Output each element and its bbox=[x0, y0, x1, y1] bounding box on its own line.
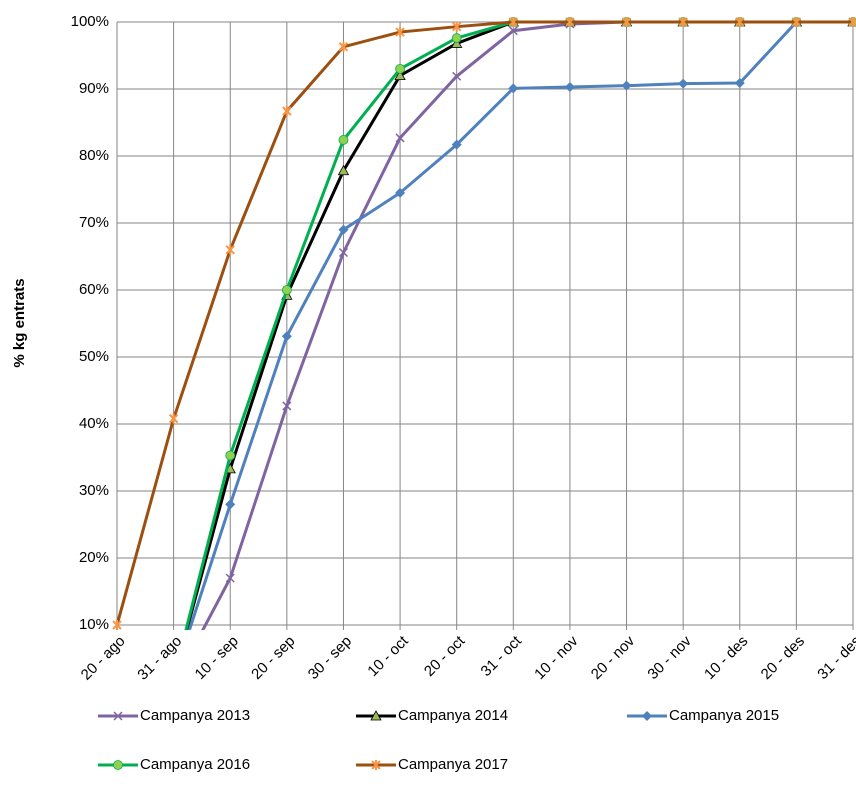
marker bbox=[621, 80, 632, 91]
marker bbox=[170, 681, 178, 689]
marker bbox=[678, 17, 688, 27]
marker bbox=[394, 69, 406, 80]
marker bbox=[168, 413, 179, 424]
x-tick-label: 10 - oct bbox=[364, 632, 412, 680]
marker bbox=[225, 573, 235, 583]
y-tick-label: 10% bbox=[79, 616, 109, 633]
marker bbox=[371, 760, 381, 770]
series bbox=[169, 17, 856, 683]
marker bbox=[395, 187, 406, 198]
marker bbox=[508, 17, 519, 27]
marker bbox=[395, 27, 405, 38]
marker bbox=[395, 133, 405, 143]
y-tick-label: 60% bbox=[79, 281, 109, 298]
marker bbox=[338, 247, 348, 258]
x-tick-label: 20 - nov bbox=[588, 632, 639, 683]
y-axis-label: % kg entrats bbox=[11, 278, 28, 367]
marker bbox=[508, 83, 519, 94]
series bbox=[112, 17, 856, 630]
marker bbox=[338, 41, 349, 52]
marker bbox=[395, 64, 405, 74]
marker bbox=[565, 17, 575, 27]
marker bbox=[225, 499, 236, 510]
y-tick-label: 90% bbox=[79, 80, 109, 97]
y-tick-label: 70% bbox=[79, 214, 109, 231]
x-tick-label: 20 - sep bbox=[248, 633, 298, 683]
marker bbox=[735, 17, 745, 27]
x-tick-label: 10 - nov bbox=[531, 632, 582, 683]
marker bbox=[370, 710, 382, 721]
x-tick-label: 10 - sep bbox=[192, 633, 242, 683]
marker bbox=[508, 26, 518, 36]
legend-label: Campanya 2017 bbox=[398, 756, 508, 773]
marker bbox=[734, 77, 745, 88]
marker bbox=[678, 78, 689, 89]
marker bbox=[113, 711, 123, 721]
y-tick-label: 30% bbox=[79, 482, 109, 499]
x-tick-label: 31 - des bbox=[814, 633, 856, 683]
marker bbox=[169, 674, 179, 683]
legend-label: Campanya 2014 bbox=[398, 707, 508, 724]
x-tick-label: 10 - des bbox=[701, 633, 751, 683]
x-tick-label: 31 - ago bbox=[134, 633, 185, 684]
marker bbox=[337, 164, 350, 176]
marker bbox=[451, 139, 462, 150]
marker bbox=[338, 135, 349, 145]
line bbox=[115, 20, 853, 626]
y-tick-label: 50% bbox=[79, 348, 109, 365]
series bbox=[169, 17, 856, 684]
marker bbox=[452, 71, 462, 81]
marker bbox=[642, 711, 652, 721]
marker bbox=[225, 244, 235, 255]
marker bbox=[169, 674, 178, 683]
marker bbox=[169, 674, 179, 684]
x-tick-label: 20 - des bbox=[758, 633, 808, 683]
y-tick-label: 40% bbox=[79, 415, 109, 432]
legend-label: Campanya 2015 bbox=[669, 707, 779, 724]
marker bbox=[338, 224, 349, 235]
series bbox=[169, 17, 856, 683]
y-tick-label: 100% bbox=[71, 13, 109, 30]
marker bbox=[451, 21, 462, 32]
legend-label: Campanya 2013 bbox=[140, 707, 250, 724]
marker bbox=[113, 760, 123, 770]
marker bbox=[281, 285, 292, 295]
marker bbox=[225, 450, 236, 461]
marker bbox=[282, 401, 292, 411]
x-tick-label: 30 - nov bbox=[644, 632, 695, 683]
x-tick-label: 20 - oct bbox=[421, 632, 469, 680]
marker bbox=[112, 620, 122, 630]
x-tick-label: 30 - sep bbox=[305, 633, 355, 683]
y-tick-label: 20% bbox=[79, 549, 109, 566]
marker bbox=[621, 17, 632, 27]
marker bbox=[791, 17, 802, 27]
marker bbox=[281, 331, 292, 342]
x-tick-label: 31 - oct bbox=[478, 632, 526, 680]
x-tick-label: 20 - ago bbox=[78, 633, 129, 684]
marker bbox=[451, 33, 462, 43]
marker bbox=[564, 81, 575, 92]
y-tick-label: 80% bbox=[79, 147, 109, 164]
legend-label: Campanya 2016 bbox=[140, 756, 250, 773]
marker bbox=[282, 106, 292, 117]
